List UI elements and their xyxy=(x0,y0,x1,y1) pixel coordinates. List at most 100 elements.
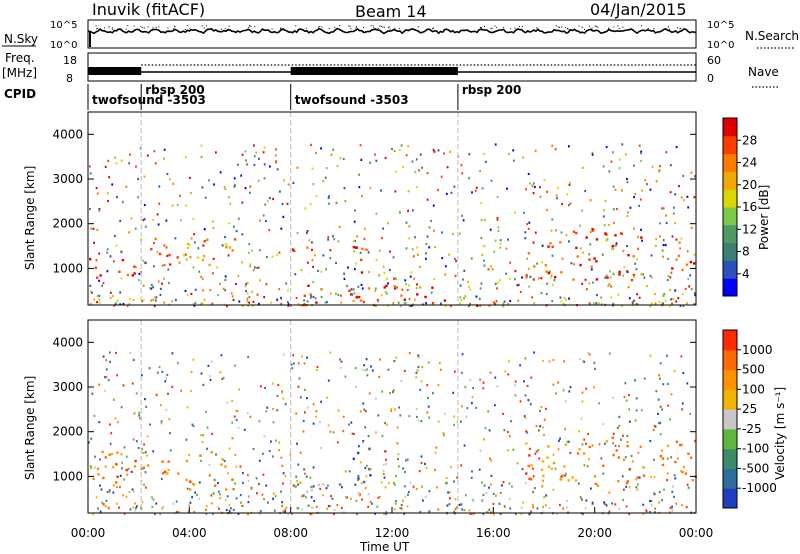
cell xyxy=(281,501,284,504)
cell xyxy=(568,440,570,443)
cell xyxy=(538,457,541,460)
cell xyxy=(353,432,355,436)
cell xyxy=(259,279,261,282)
cell xyxy=(661,457,665,460)
cell xyxy=(663,488,665,491)
cell xyxy=(296,480,298,483)
cell xyxy=(231,399,233,402)
cell xyxy=(381,237,383,240)
velocity-ylabel: Slant Range [km] xyxy=(23,376,37,480)
cell xyxy=(115,481,118,484)
cell xyxy=(661,499,663,502)
cell xyxy=(650,475,652,479)
cell xyxy=(229,202,232,205)
cell xyxy=(590,228,593,231)
cell xyxy=(523,211,525,214)
cell xyxy=(503,505,506,508)
cell xyxy=(487,268,490,271)
cell xyxy=(661,463,665,467)
cell xyxy=(417,365,420,369)
cell xyxy=(171,352,174,355)
cell xyxy=(145,405,148,408)
cell xyxy=(343,272,345,275)
cell xyxy=(362,440,365,443)
nsearch-tick-high: 10^5 xyxy=(707,20,734,31)
cell xyxy=(269,196,271,200)
cell xyxy=(546,282,548,285)
cell xyxy=(637,483,639,486)
cell xyxy=(497,281,499,284)
cell xyxy=(514,384,516,387)
cell xyxy=(403,369,406,372)
cell xyxy=(560,475,563,478)
cell xyxy=(584,189,587,193)
cell xyxy=(579,496,582,499)
cell xyxy=(629,206,632,209)
cell xyxy=(533,182,535,185)
cell xyxy=(437,420,440,423)
cell xyxy=(471,402,473,405)
cell xyxy=(369,161,371,164)
cell xyxy=(386,292,388,295)
cell xyxy=(499,239,502,242)
cell xyxy=(501,484,503,487)
cell xyxy=(201,277,204,280)
cell xyxy=(104,376,106,379)
cell xyxy=(564,474,567,477)
cell xyxy=(180,389,183,392)
cell xyxy=(155,393,158,396)
cell xyxy=(626,245,628,248)
cell xyxy=(264,386,266,389)
cell xyxy=(509,299,512,303)
nsky-tick-high: 10^5 xyxy=(50,20,77,31)
cell xyxy=(231,478,234,481)
cell xyxy=(129,351,132,354)
cell xyxy=(614,244,617,247)
cell xyxy=(360,158,363,161)
ytick-label: 4000 xyxy=(52,127,83,141)
cell xyxy=(162,505,165,508)
cell xyxy=(157,223,160,226)
cell xyxy=(249,191,251,194)
cell xyxy=(367,493,370,496)
cell xyxy=(109,255,112,258)
cell xyxy=(652,428,655,431)
colorbar-swatch xyxy=(723,171,737,190)
cell xyxy=(381,434,384,437)
cell xyxy=(626,444,629,448)
cell xyxy=(496,218,499,221)
cell xyxy=(395,277,397,281)
cell xyxy=(167,281,170,285)
cell xyxy=(499,279,501,282)
cell xyxy=(224,289,227,292)
cell xyxy=(586,288,588,291)
cell xyxy=(604,232,607,235)
cell xyxy=(310,512,313,516)
cell xyxy=(687,486,690,489)
cell xyxy=(506,430,509,434)
cell xyxy=(208,179,210,182)
cell xyxy=(249,265,251,268)
cell xyxy=(681,268,684,272)
cell xyxy=(223,460,226,463)
cell xyxy=(534,452,537,455)
cell xyxy=(425,257,427,260)
cell xyxy=(576,255,579,258)
xtick-label: 00:00 xyxy=(679,526,714,540)
cell xyxy=(98,208,101,211)
cell xyxy=(396,286,398,289)
cell xyxy=(662,294,665,297)
xtick-label: 00:00 xyxy=(71,526,106,540)
cell xyxy=(384,422,386,425)
cell xyxy=(649,305,652,308)
cell xyxy=(649,354,652,357)
cell xyxy=(96,228,99,231)
cell xyxy=(547,445,550,448)
cell xyxy=(411,248,414,251)
cell xyxy=(357,296,359,299)
cell xyxy=(662,255,664,258)
cell xyxy=(393,508,396,511)
cell xyxy=(390,408,393,411)
cell xyxy=(336,441,339,444)
cell xyxy=(407,493,409,496)
